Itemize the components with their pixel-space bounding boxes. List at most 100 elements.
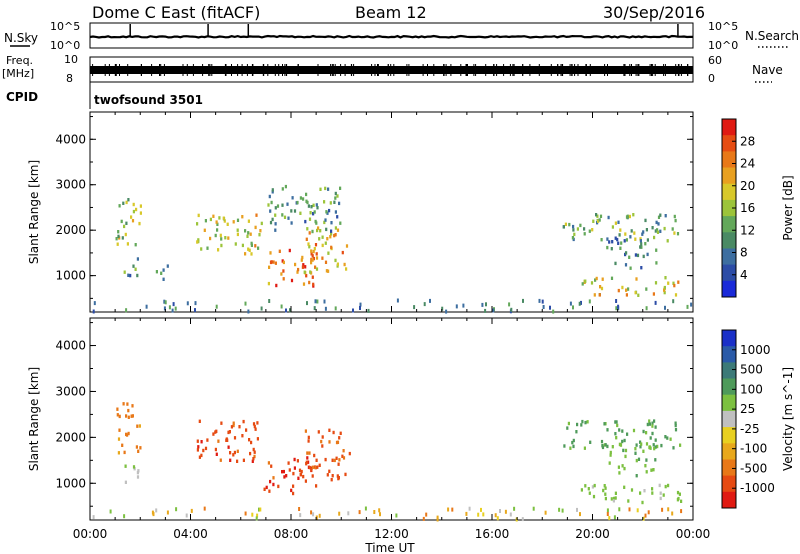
echo-cell	[674, 218, 677, 223]
echo-cell	[558, 507, 561, 512]
echo-cell	[314, 466, 317, 470]
echo-cell	[611, 225, 614, 229]
echo-cell	[152, 512, 155, 517]
echo-cell	[336, 262, 339, 266]
echo-cell	[274, 206, 277, 210]
velocity-panel: 1000 2000 3000 4000 Slant Range [km]	[27, 317, 694, 522]
plot-frame	[89, 111, 694, 313]
echo-cell	[599, 214, 603, 218]
echo-cell	[632, 428, 636, 433]
echo-cell	[617, 465, 620, 469]
echo-cell	[293, 457, 296, 462]
echo-cell	[614, 221, 617, 225]
echo-cell	[639, 245, 642, 249]
echo-cell	[639, 440, 642, 444]
echo-cell	[660, 443, 663, 448]
echo-cell	[117, 234, 120, 239]
colorbar-tick-label: 8	[740, 246, 748, 260]
echo-cell	[635, 443, 638, 447]
echo-cell	[267, 281, 270, 286]
echo-cell	[269, 209, 272, 213]
echo-cell	[455, 304, 458, 309]
echo-cell	[334, 306, 337, 311]
echo-cell	[287, 461, 290, 465]
echo-cell	[244, 229, 247, 233]
colorbar-swatch	[722, 199, 736, 217]
echo-cell	[136, 475, 140, 479]
echo-cell	[618, 233, 621, 237]
echo-cell	[134, 267, 137, 271]
echo-cell	[326, 473, 329, 477]
echo-cell	[268, 489, 271, 493]
echo-cell	[246, 234, 249, 238]
echo-cell	[166, 510, 169, 515]
echo-cell	[229, 451, 232, 455]
echo-cell	[307, 435, 310, 440]
echo-cell	[615, 436, 618, 440]
echo-cell	[305, 192, 308, 197]
echo-cell	[615, 306, 618, 311]
echo-cell	[663, 285, 666, 290]
echo-cell	[310, 249, 313, 253]
echo-cell	[292, 471, 295, 476]
echo-cell	[581, 419, 584, 424]
nave-label: Nave	[752, 63, 783, 77]
echo-cell	[250, 440, 253, 445]
echo-cell	[127, 198, 130, 202]
echo-cell	[576, 507, 578, 512]
echo-cell	[644, 218, 647, 223]
echo-cell	[212, 432, 215, 436]
echo-cell	[480, 507, 482, 512]
echo-cell	[234, 242, 237, 246]
echo-cell	[648, 422, 651, 426]
echo-cell	[308, 245, 311, 249]
echo-cell	[672, 299, 675, 304]
echo-cell	[655, 248, 658, 252]
echo-cell	[299, 211, 302, 215]
echo-cell	[186, 301, 189, 306]
echo-cell	[236, 232, 239, 237]
echo-cell	[277, 484, 280, 489]
echo-cell	[680, 509, 683, 514]
echo-cell	[200, 440, 203, 444]
echo-cell	[647, 510, 650, 515]
colorbar-tick-label: 500	[740, 363, 763, 377]
colorbar-swatch	[722, 248, 736, 266]
echo-cell	[613, 496, 616, 501]
echo-cell	[300, 258, 303, 262]
echo-cell	[115, 237, 118, 241]
echo-cell	[352, 308, 354, 313]
echo-cell	[286, 202, 289, 206]
echo-cell	[674, 293, 678, 297]
echo-cell	[564, 222, 567, 226]
echo-cell	[309, 270, 312, 274]
colorbar-tick-label: 12	[740, 223, 755, 237]
echo-cell	[334, 226, 337, 230]
freq-label-line2: [MHz]	[2, 67, 34, 80]
date-label: 30/Sep/2016	[603, 3, 705, 22]
echo-cell	[227, 236, 230, 240]
echo-cell	[260, 306, 263, 311]
echo-cell	[125, 414, 128, 418]
echo-cell	[292, 491, 295, 496]
echo-cell	[328, 469, 331, 473]
echo-cell	[268, 265, 271, 269]
echo-cell	[306, 227, 309, 231]
colorbar-swatch	[722, 216, 736, 233]
echo-cell	[244, 301, 247, 306]
echo-cell	[226, 222, 229, 226]
echo-cell	[650, 468, 653, 472]
echo-cell	[588, 491, 591, 495]
echo-cell	[290, 221, 293, 225]
echo-cell	[267, 461, 270, 465]
echo-cell	[662, 493, 665, 497]
echo-cell	[216, 228, 219, 232]
echo-cell	[316, 228, 319, 233]
echo-cell	[203, 506, 206, 511]
echo-cell	[658, 483, 661, 488]
echo-cell	[258, 507, 260, 512]
echo-cell	[666, 239, 669, 243]
echo-cell	[296, 270, 299, 274]
echo-cell	[648, 445, 651, 449]
echo-cell	[522, 298, 524, 303]
